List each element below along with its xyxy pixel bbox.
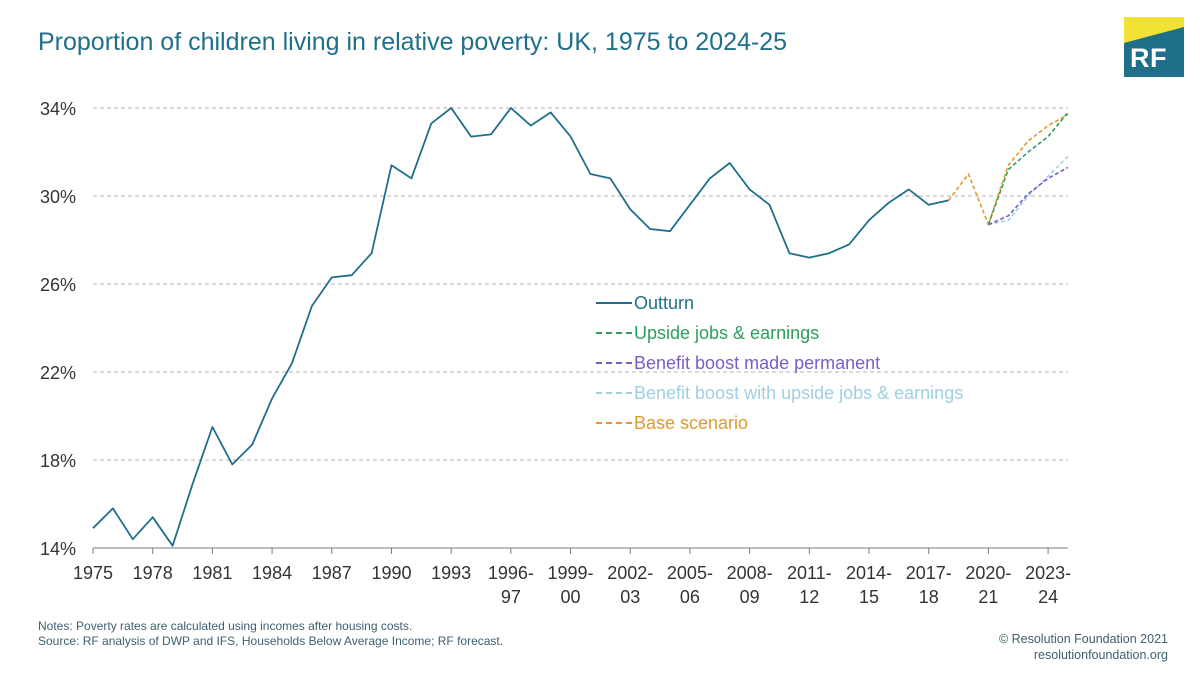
- copyright-line: © Resolution Foundation 2021: [998, 632, 1168, 646]
- logo-yellow-corner: [1124, 17, 1184, 43]
- x-tick-label: 1990: [371, 563, 411, 583]
- y-tick-label: 34%: [40, 99, 76, 119]
- legend-item-benefit-upside: Benefit boost with upside jobs & earning…: [596, 378, 963, 408]
- x-tick-label: 2008-09: [727, 563, 773, 607]
- y-tick-label: 30%: [40, 187, 76, 207]
- logo-text: RF: [1130, 43, 1167, 73]
- legend-label-benefit: Benefit boost made permanent: [634, 352, 881, 373]
- y-tick-label: 14%: [40, 539, 76, 559]
- x-tick-label: 2017-18: [906, 563, 952, 607]
- legend-label-outturn: Outturn: [634, 292, 695, 313]
- chart-credit: © Resolution Foundation 2021 resolutionf…: [999, 631, 1168, 663]
- y-tick-label: 22%: [40, 363, 76, 383]
- legend-item-outturn: Outturn: [596, 288, 963, 318]
- chart-title: Proportion of children living in relativ…: [38, 28, 788, 56]
- x-tick-label: 1987: [312, 563, 352, 583]
- legend-item-base: Base scenario: [596, 408, 963, 438]
- y-tick-label: 18%: [40, 451, 76, 471]
- x-tick-label: 2023-24: [1025, 563, 1071, 607]
- website-line: resolutionfoundation.org: [1033, 648, 1168, 662]
- legend-label-base: Base scenario: [634, 412, 749, 433]
- legend-label-benefit-upside: Benefit boost with upside jobs & earning…: [634, 382, 964, 403]
- resolution-foundation-logo: RF: [1124, 17, 1184, 77]
- series-line-outturn: [92, 107, 949, 547]
- x-tick-label: 1978: [133, 563, 173, 583]
- x-tick-label: 1996-97: [488, 563, 534, 607]
- legend-swatch-base: [596, 422, 632, 424]
- x-tick-label: 2002-03: [607, 563, 653, 607]
- chart-notes: Notes: Poverty rates are calculated usin…: [38, 619, 503, 649]
- x-tick-label: 1984: [252, 563, 292, 583]
- source-line: Source: RF analysis of DWP and IFS, Hous…: [38, 634, 504, 648]
- legend-item-upside: Upside jobs & earnings: [596, 318, 963, 348]
- legend-label-upside: Upside jobs & earnings: [634, 322, 820, 343]
- notes-line: Notes: Poverty rates are calculated usin…: [38, 619, 413, 633]
- y-tick-label: 26%: [40, 275, 76, 295]
- x-tick-label: 1993: [431, 563, 471, 583]
- legend-item-benefit: Benefit boost made permanent: [596, 348, 963, 378]
- legend-swatch-outturn: [596, 302, 632, 304]
- series-line-benefit: [988, 166, 1069, 226]
- x-tick-label: 2014-15: [846, 563, 892, 607]
- legend-swatch-upside: [596, 332, 632, 334]
- legend-swatch-benefit-upside: [596, 392, 632, 394]
- x-tick-label: 2005-06: [667, 563, 713, 607]
- x-tick-label: 1999-00: [548, 563, 594, 607]
- series-line-benefit-upside: [988, 155, 1069, 226]
- chart-legend: Outturn Upside jobs & earnings Benefit b…: [596, 288, 963, 438]
- x-tick-label: 2011-12: [787, 563, 832, 607]
- legend-swatch-benefit: [596, 362, 632, 364]
- series-line-upside: [987, 111, 1069, 225]
- x-tick-label: 2020-21: [965, 563, 1011, 607]
- x-tick-label: 1975: [73, 563, 113, 583]
- series-line-base: [947, 113, 1069, 226]
- x-tick-label: 1981: [192, 563, 232, 583]
